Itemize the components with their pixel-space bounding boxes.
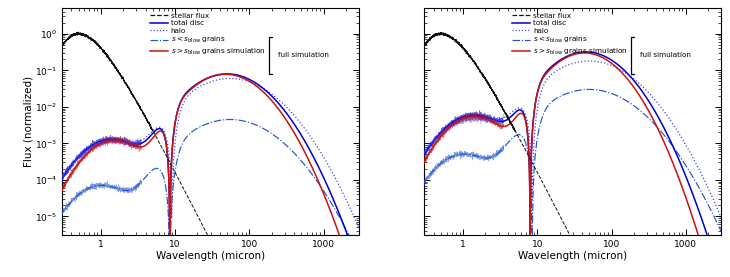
Text: full simulation: full simulation [278,52,329,58]
X-axis label: Wavelength (micron): Wavelength (micron) [518,251,627,261]
Legend: stellar flux, total disc, halo, $s<s_{\rm blow}$ grains, $s>s_{\rm blow}$ grains: stellar flux, total disc, halo, $s<s_{\r… [149,12,266,58]
Text: full simulation: full simulation [640,52,691,58]
Legend: stellar flux, total disc, halo, $s<s_{\rm blow}$ grains, $s>s_{\rm blow}$ grains: stellar flux, total disc, halo, $s<s_{\r… [512,12,629,58]
Y-axis label: Flux (normalized): Flux (normalized) [23,76,34,167]
X-axis label: Wavelength (micron): Wavelength (micron) [156,251,265,261]
